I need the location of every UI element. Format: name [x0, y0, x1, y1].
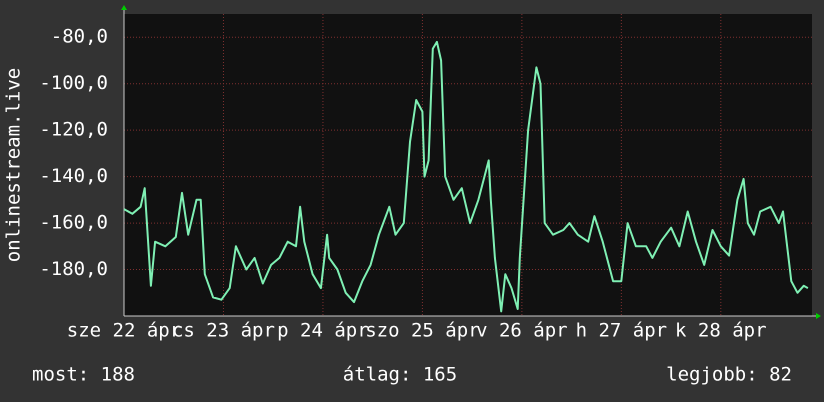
axis-arrow: [816, 313, 821, 319]
footer-current: most: 188: [32, 364, 135, 386]
y-tick-label: -120,0: [39, 119, 108, 141]
x-tick-label: cs 23 ápr: [172, 320, 275, 342]
x-tick-label: szo 25 ápr: [365, 320, 479, 342]
x-tick-label: v 26 ápr: [476, 320, 568, 342]
x-tick-label: h 27 ápr: [576, 320, 668, 342]
y-tick-label: -80,0: [51, 26, 108, 48]
plot-area: [124, 14, 812, 316]
y-tick-label: -140,0: [39, 165, 108, 187]
y-tick-label: -100,0: [39, 72, 108, 94]
y-tick-label: -180,0: [39, 258, 108, 280]
axis-arrow: [121, 5, 127, 10]
x-tick-label: k 28 ápr: [675, 320, 767, 342]
y-tick-label: -160,0: [39, 212, 108, 234]
y-axis-label: onlinestream.live: [3, 68, 25, 262]
footer-best: legjobb: 82: [666, 364, 792, 386]
x-tick-label: sze 22 ápr: [67, 320, 181, 342]
x-tick-label: p 24 ápr: [277, 320, 369, 342]
data-line: [123, 40, 809, 313]
footer-average: átlag: 165: [343, 364, 457, 386]
